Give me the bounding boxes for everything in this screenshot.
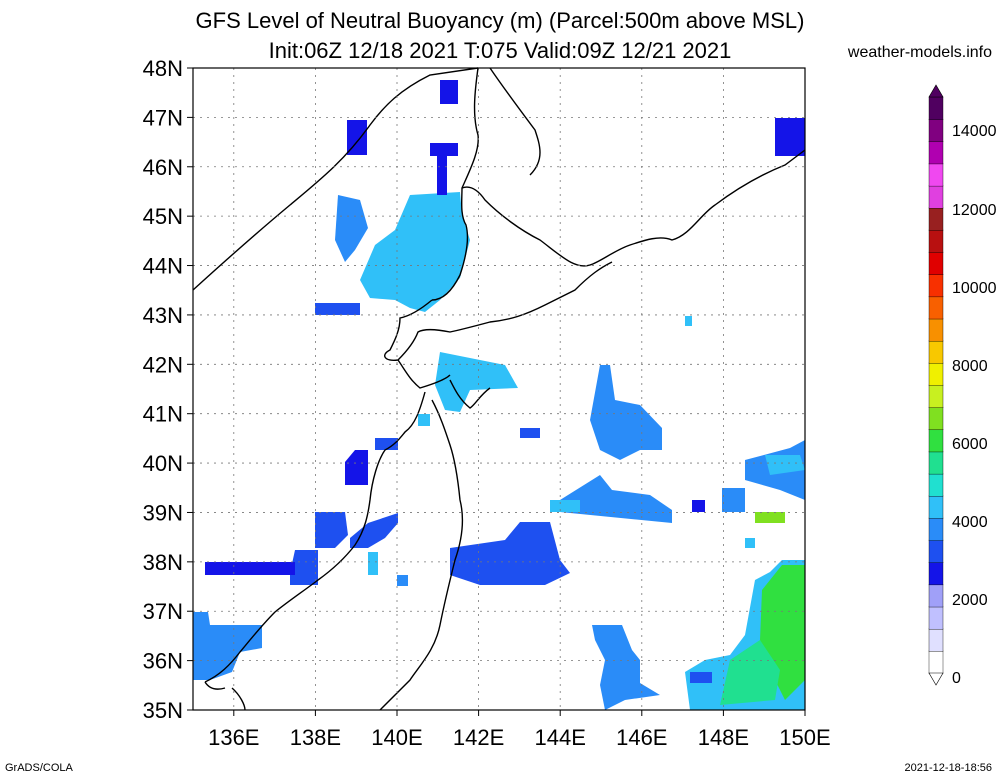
colorbar-swatch (928, 207, 944, 231)
map-frame (192, 67, 806, 711)
colorbar-swatch (928, 562, 944, 586)
colorbar-label: 6000 (952, 436, 988, 453)
colorbar-swatch (928, 473, 944, 497)
colorbar-swatch (928, 650, 944, 674)
colorbar-swatch (928, 163, 944, 187)
colorbar-swatch (928, 318, 944, 342)
colorbar-label: 4000 (952, 514, 988, 531)
colorbar-swatch (928, 185, 944, 209)
colorbar-labels: 14000 12000 10000 8000 6000 4000 2000 0 (952, 123, 997, 687)
lon-tick-label: 144E (535, 725, 586, 750)
colorbar-swatch (928, 606, 944, 630)
chart-title-line1: GFS Level of Neutral Buoyancy (m) (Parce… (195, 8, 805, 33)
lon-tick-label: 136E (208, 725, 259, 750)
lat-tick-label: 40N (143, 451, 183, 476)
colorbar-swatch (928, 584, 944, 608)
lon-axis: 136E 138E 140E 142E 144E 146E 148E 150E (208, 710, 831, 750)
coastlines (192, 67, 806, 711)
colorbar-label: 10000 (952, 280, 997, 297)
colorbar-top-arrow (928, 84, 944, 98)
lat-tick-label: 46N (143, 155, 183, 180)
lon-tick-label: 150E (779, 725, 830, 750)
colorbar-swatch (928, 495, 944, 519)
lat-tick-label: 38N (143, 550, 183, 575)
lon-tick-label: 142E (453, 725, 504, 750)
lat-tick-label: 36N (143, 649, 183, 674)
colorbar-swatch (928, 517, 944, 541)
footer-credit: GrADS/COLA (5, 762, 73, 774)
lat-tick-label: 35N (143, 698, 183, 723)
colorbar (928, 84, 944, 686)
colorbar-label: 2000 (952, 592, 988, 609)
colorbar-label: 8000 (952, 358, 988, 375)
lat-tick-label: 47N (143, 105, 183, 130)
colorbar-swatch (928, 628, 944, 652)
colorbar-swatch (928, 429, 944, 453)
colorbar-swatch (928, 406, 944, 431)
lon-tick-label: 148E (698, 725, 749, 750)
colorbar-swatch (928, 296, 944, 320)
colorbar-label: 12000 (952, 202, 997, 219)
colorbar-label: 14000 (952, 123, 997, 140)
lon-tick-label: 138E (290, 725, 341, 750)
gridlines (193, 68, 805, 710)
colorbar-swatch (928, 118, 944, 143)
colorbar-swatch (928, 539, 944, 563)
field-patches (193, 80, 805, 710)
site-label: weather-models.info (847, 44, 992, 61)
chart-title-line2: Init:06Z 12/18 2021 T:075 Valid:09Z 12/2… (268, 38, 732, 63)
colorbar-swatch (928, 96, 944, 120)
lat-tick-label: 37N (143, 599, 183, 624)
lat-tick-label: 48N (143, 56, 183, 81)
lat-tick-label: 45N (143, 204, 183, 229)
colorbar-swatch (928, 340, 944, 364)
lat-tick-label: 41N (143, 402, 183, 427)
lat-tick-label: 39N (143, 500, 183, 525)
colorbar-swatch (928, 274, 944, 298)
lat-tick-label: 43N (143, 303, 183, 328)
lon-tick-label: 146E (616, 725, 667, 750)
colorbar-label: 0 (952, 670, 961, 687)
colorbar-swatch (928, 251, 944, 275)
colorbar-swatch (928, 362, 944, 386)
footer-timestamp: 2021-12-18-18:56 (904, 762, 992, 774)
lat-tick-label: 44N (143, 254, 183, 279)
colorbar-swatch (928, 451, 944, 475)
lon-tick-label: 140E (371, 725, 422, 750)
lat-axis: 48N 47N 46N 45N 44N 43N 42N 41N 40N 39N 38N 37N 36N 3… (143, 56, 193, 723)
colorbar-swatch (928, 384, 944, 408)
colorbar-swatch (928, 229, 944, 253)
lat-tick-label: 42N (143, 352, 183, 377)
colorbar-swatch (928, 141, 944, 165)
colorbar-bottom-arrow (928, 672, 944, 686)
